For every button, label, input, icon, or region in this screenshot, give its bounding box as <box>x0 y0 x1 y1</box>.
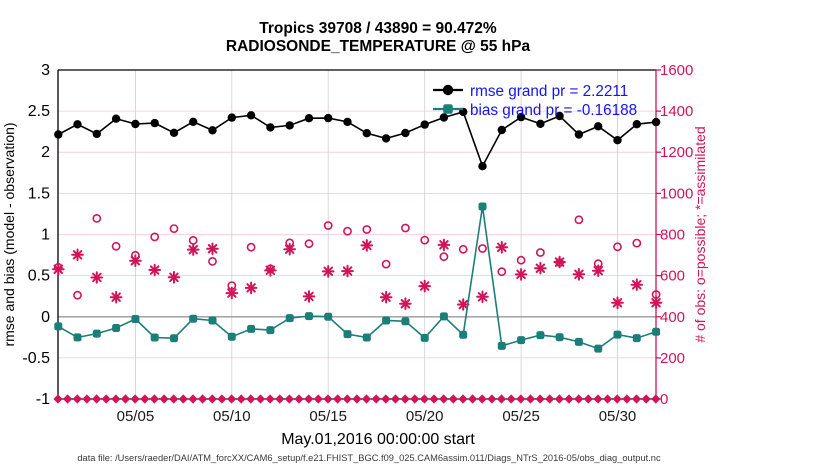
svg-text:rmse grand pr = 2.2211: rmse grand pr = 2.2211 <box>470 83 628 100</box>
svg-text:0.5: 0.5 <box>28 268 50 285</box>
svg-text:1400: 1400 <box>660 103 693 120</box>
svg-text:bias grand pr = -0.16188: bias grand pr = -0.16188 <box>470 102 637 119</box>
svg-text:0: 0 <box>660 391 668 408</box>
svg-text:rmse and bias (model - observa: rmse and bias (model - observation) <box>1 122 17 346</box>
svg-text:Tropics 39708 / 43890 = 90.472: Tropics 39708 / 43890 = 90.472% <box>259 20 497 37</box>
svg-text:1.5: 1.5 <box>28 185 50 202</box>
svg-text:1000: 1000 <box>660 185 693 202</box>
svg-text:800: 800 <box>660 227 685 244</box>
svg-text:1200: 1200 <box>660 144 693 161</box>
svg-text:-1: -1 <box>36 391 50 408</box>
svg-text:1: 1 <box>41 227 50 244</box>
svg-text:200: 200 <box>660 350 685 367</box>
svg-text:400: 400 <box>660 309 685 326</box>
svg-text:data file: /Users/raeder/DAI/A: data file: /Users/raeder/DAI/ATM_forcXX/… <box>77 453 661 463</box>
svg-text:-0.5: -0.5 <box>22 350 50 367</box>
svg-text:05/15: 05/15 <box>309 408 347 425</box>
svg-text:05/30: 05/30 <box>599 408 637 425</box>
svg-text:# of obs: o=possible; *=assimi: # of obs: o=possible; *=assimilated <box>692 126 708 342</box>
svg-text:May.01,2016 00:00:00 start: May.01,2016 00:00:00 start <box>281 431 475 448</box>
svg-text:05/25: 05/25 <box>502 408 540 425</box>
svg-text:05/05: 05/05 <box>117 408 155 425</box>
svg-text:05/10: 05/10 <box>213 408 251 425</box>
svg-text:05/20: 05/20 <box>406 408 444 425</box>
svg-text:2.5: 2.5 <box>28 103 50 120</box>
svg-text:0: 0 <box>41 309 50 326</box>
svg-text:1600: 1600 <box>660 62 693 79</box>
svg-text:3: 3 <box>41 62 50 79</box>
svg-text:RADIOSONDE_TEMPERATURE @ 55 hP: RADIOSONDE_TEMPERATURE @ 55 hPa <box>226 38 531 55</box>
svg-text:600: 600 <box>660 268 685 285</box>
svg-text:2: 2 <box>41 144 50 161</box>
